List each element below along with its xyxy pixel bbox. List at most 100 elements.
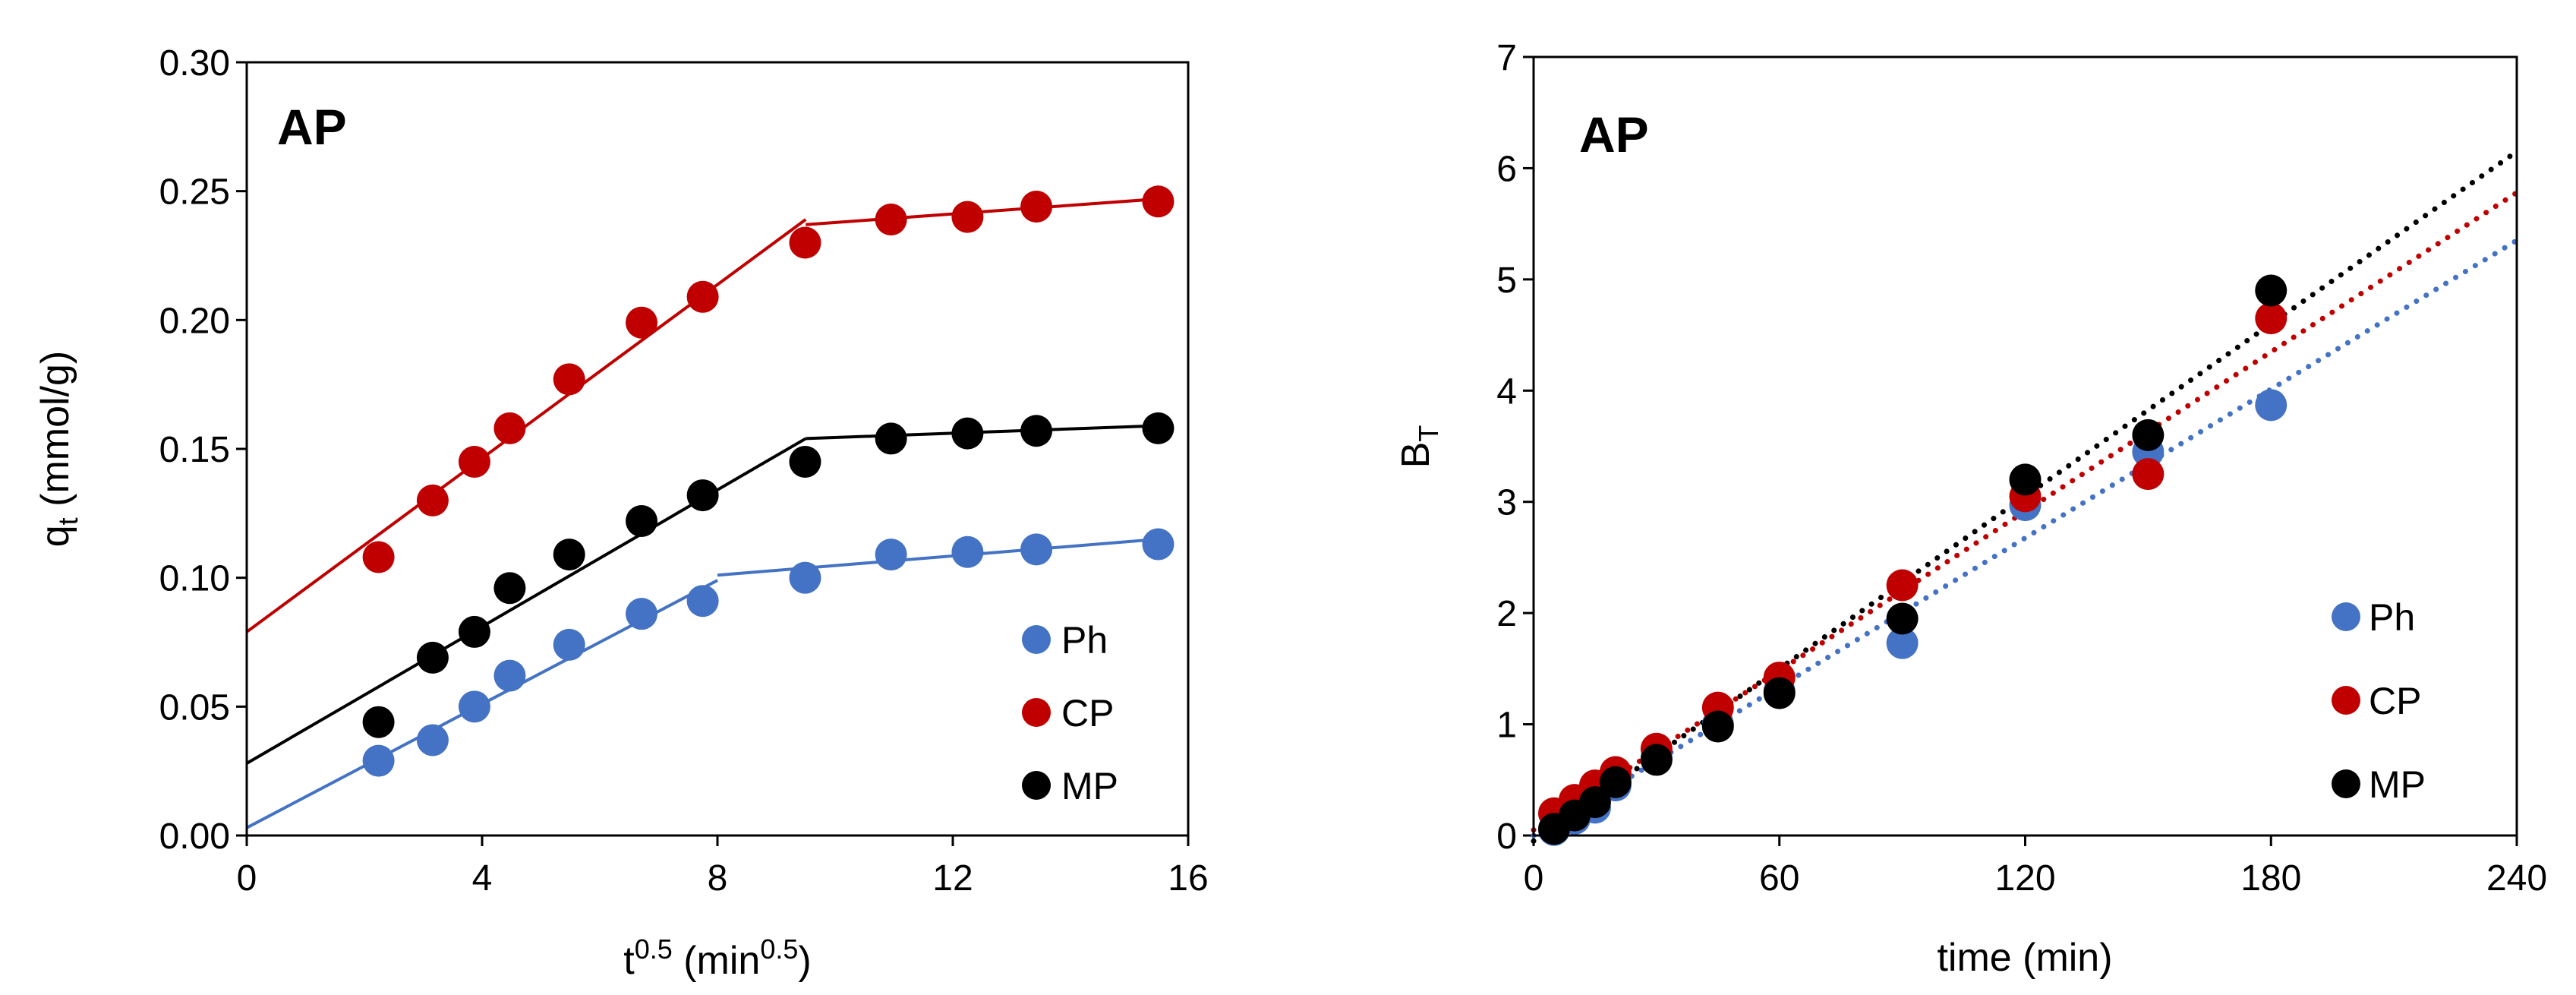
left-x-tick-label: 4 xyxy=(472,858,493,899)
left-y-label-sub: t xyxy=(52,517,84,525)
left-point-ph xyxy=(789,561,821,594)
right-point-mp xyxy=(1578,786,1611,819)
right-legend-label-ph: Ph xyxy=(2369,596,2415,639)
right-panel-label: AP xyxy=(1579,106,1649,163)
left-point-mp xyxy=(458,615,490,648)
left-y-tick-label: 0.00 xyxy=(159,817,230,857)
left-y-tick-label: 0.15 xyxy=(159,430,230,470)
left-point-cp xyxy=(553,363,585,396)
right-x-tick-label: 0 xyxy=(1524,858,1544,899)
left-legend-label-mp: MP xyxy=(1061,765,1118,807)
left-point-ph xyxy=(951,535,984,568)
left-point-mp xyxy=(1020,415,1053,447)
left-point-mp xyxy=(1142,412,1174,444)
right-x-tick-label: 120 xyxy=(1994,858,2055,899)
left-point-cp xyxy=(458,445,490,478)
right-point-mp xyxy=(2009,463,2042,496)
left-point-cp xyxy=(686,280,719,313)
left-point-ph xyxy=(1020,533,1053,566)
left-panel-label: AP xyxy=(277,99,347,155)
right-y-label-sub: T xyxy=(1413,425,1444,442)
left-point-cp xyxy=(626,306,658,339)
left-point-cp xyxy=(951,201,984,233)
left-point-mp xyxy=(493,572,526,605)
left-point-ph xyxy=(458,690,490,723)
right-point-mp xyxy=(1701,710,1734,743)
right-y-tick-label: 3 xyxy=(1496,483,1517,523)
left-point-cp xyxy=(362,541,395,573)
left-point-mp xyxy=(553,539,585,571)
left-point-ph xyxy=(362,744,395,777)
left-legend-marker-mp xyxy=(1022,771,1051,800)
left-point-ph xyxy=(493,659,526,692)
right-legend: Ph CP MP xyxy=(2332,596,2426,806)
left-data-points xyxy=(362,185,1174,777)
left-chart-panel: 0.00 0.05 0.10 0.15 0.20 0.25 0.30 0 4 8 12 16 AP q… xyxy=(33,43,1209,983)
left-y-tick-label: 0.05 xyxy=(159,687,230,728)
left-point-cp xyxy=(493,412,526,444)
right-legend-marker-mp xyxy=(2332,769,2360,798)
left-x-label-sup: 0.5 xyxy=(635,933,673,965)
left-point-mp xyxy=(789,445,821,478)
left-y-tick-label: 0.25 xyxy=(159,172,230,213)
right-x-tick-label: 60 xyxy=(1759,858,1799,899)
left-point-cp xyxy=(789,226,821,259)
right-point-mp xyxy=(1763,677,1796,709)
right-y-tick-label: 4 xyxy=(1496,371,1517,412)
right-y-tick-label: 1 xyxy=(1496,706,1517,746)
left-point-mp xyxy=(875,422,907,455)
left-y-axis-label: qt (mmol/g) xyxy=(33,351,84,548)
right-point-ph xyxy=(1886,627,1919,659)
right-point-ph xyxy=(2255,389,2288,422)
left-x-tick-label: 16 xyxy=(1168,858,1208,899)
left-point-mp xyxy=(626,505,658,538)
left-axis-ticks: 0.00 0.05 0.10 0.15 0.20 0.25 0.30 0 4 8 12 16 xyxy=(159,43,1209,899)
right-legend-label-cp: CP xyxy=(2369,680,2421,722)
right-point-cp xyxy=(2132,458,2165,491)
right-point-mp xyxy=(2132,419,2165,451)
left-x-label-unit-open: (min xyxy=(673,939,761,983)
right-point-mp xyxy=(1886,602,1919,635)
left-legend-label-ph: Ph xyxy=(1061,619,1108,662)
right-y-axis-label: BT xyxy=(1394,425,1444,469)
left-x-axis-label: t0.5 (min0.5) xyxy=(623,933,811,983)
right-data-points xyxy=(1537,274,2288,846)
left-y-label-base: q xyxy=(33,525,77,547)
left-x-tick-label: 12 xyxy=(932,858,973,899)
left-point-ph xyxy=(626,598,658,630)
left-legend: Ph CP MP xyxy=(1022,619,1118,807)
left-x-tick-label: 0 xyxy=(237,858,257,899)
left-fit-line-ph xyxy=(717,537,1159,577)
left-legend-marker-ph xyxy=(1022,625,1051,654)
left-point-ph xyxy=(1142,528,1174,561)
right-y-tick-label: 6 xyxy=(1496,149,1517,189)
right-x-tick-label: 240 xyxy=(2486,858,2547,899)
left-y-tick-label: 0.10 xyxy=(159,559,230,599)
left-legend-label-cp: CP xyxy=(1061,692,1114,734)
left-x-label-base: t xyxy=(623,939,635,983)
right-axis-ticks: 0 1 2 3 4 5 6 7 0 60 120 180 240 xyxy=(1496,38,2547,899)
left-y-label-rest: (mmol/g) xyxy=(33,351,77,518)
left-point-cp xyxy=(1142,185,1174,218)
right-y-tick-label: 2 xyxy=(1496,594,1517,634)
right-point-mp xyxy=(1599,766,1632,798)
left-legend-marker-cp xyxy=(1022,698,1051,727)
left-point-cp xyxy=(875,203,907,235)
right-plot-frame xyxy=(1532,55,2518,837)
left-point-ph xyxy=(416,724,449,757)
left-y-tick-label: 0.30 xyxy=(159,43,230,84)
left-point-mp xyxy=(686,479,719,512)
right-y-tick-label: 7 xyxy=(1496,38,1517,78)
left-fit-line-cp xyxy=(245,218,807,633)
right-point-mp xyxy=(2255,274,2288,307)
right-legend-marker-ph xyxy=(2332,602,2360,631)
right-legend-label-mp: MP xyxy=(2369,763,2426,806)
right-point-cp xyxy=(1886,569,1919,602)
right-fit-line-ph xyxy=(1531,238,2520,839)
right-x-tick-label: 180 xyxy=(2240,858,2301,899)
left-point-cp xyxy=(416,484,449,516)
left-point-ph xyxy=(686,585,719,618)
left-point-ph xyxy=(875,539,907,571)
right-point-cp xyxy=(2255,302,2288,335)
